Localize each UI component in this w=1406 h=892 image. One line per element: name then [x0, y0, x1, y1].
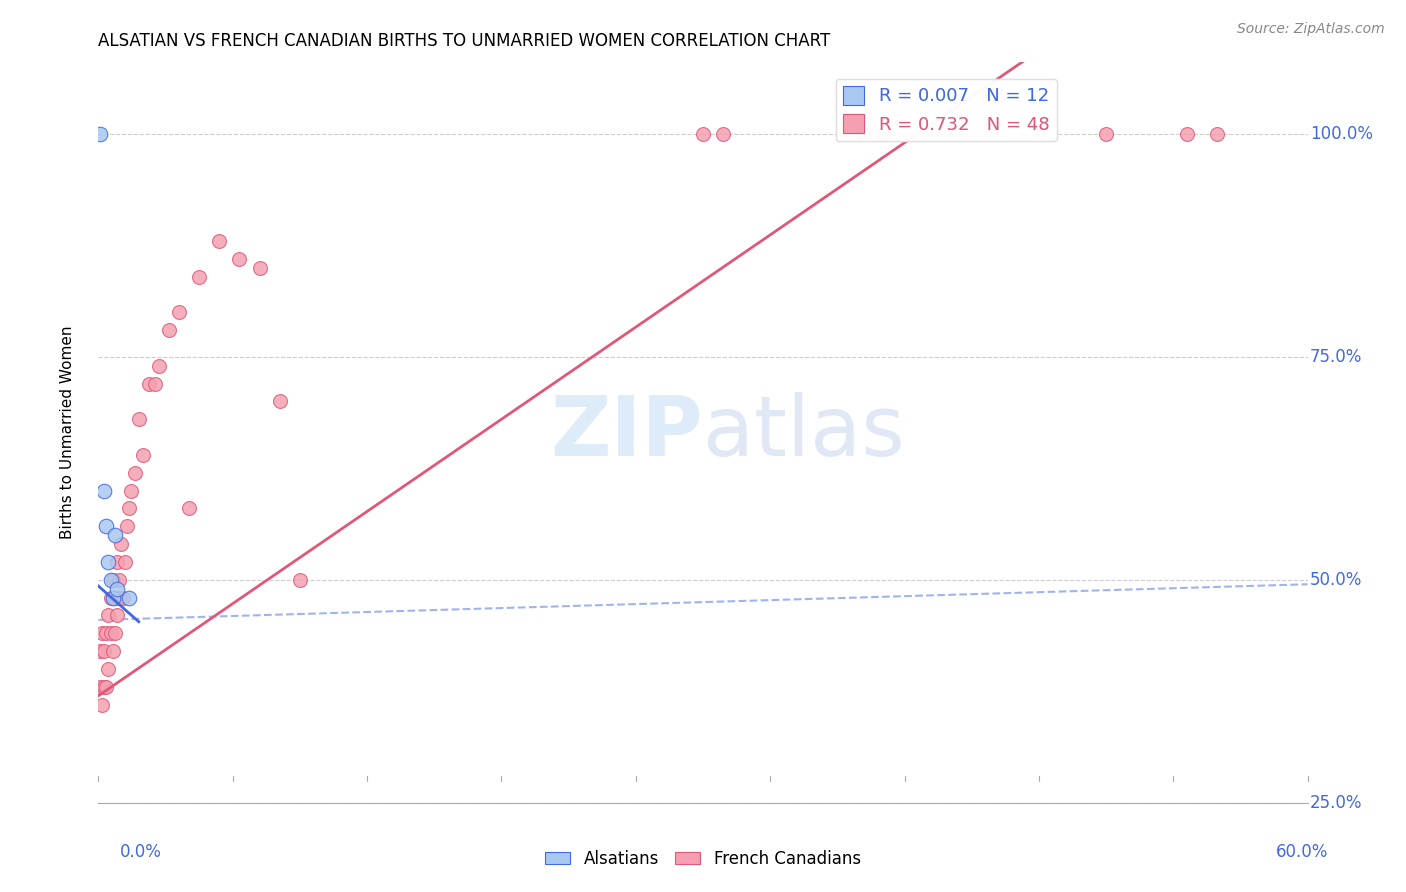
Point	[105, 582, 128, 596]
Text: 50.0%: 50.0%	[1310, 571, 1362, 589]
Point	[188, 269, 211, 284]
Point	[118, 501, 141, 516]
Point	[1206, 127, 1229, 141]
Point	[91, 698, 114, 712]
Y-axis label: Births to Unmarried Women: Births to Unmarried Women	[60, 326, 75, 540]
Text: ZIP: ZIP	[551, 392, 703, 473]
Point	[115, 519, 138, 533]
Point	[208, 234, 231, 248]
Point	[103, 528, 125, 542]
Point	[138, 376, 160, 391]
Point	[100, 626, 122, 640]
Text: Source: ZipAtlas.com: Source: ZipAtlas.com	[1237, 22, 1385, 37]
Point	[91, 626, 114, 640]
Point	[93, 644, 115, 658]
Text: 25.0%: 25.0%	[1310, 794, 1362, 812]
Point	[107, 573, 129, 587]
Point	[101, 573, 124, 587]
Point	[128, 412, 150, 426]
Point	[97, 608, 120, 623]
Text: 0.0%: 0.0%	[120, 843, 162, 861]
Point	[93, 483, 115, 498]
Point	[105, 555, 128, 569]
Point	[89, 644, 111, 658]
Point	[873, 127, 896, 141]
Point	[711, 127, 734, 141]
Point	[132, 448, 155, 462]
Point	[101, 644, 124, 658]
Point	[1175, 127, 1198, 141]
Point	[107, 591, 129, 605]
Point	[128, 885, 150, 892]
Point	[96, 519, 118, 533]
Point	[111, 591, 134, 605]
Point	[89, 127, 111, 141]
Point	[100, 591, 122, 605]
Point	[110, 537, 132, 551]
Point	[96, 680, 118, 694]
Point	[114, 555, 136, 569]
Point	[167, 305, 190, 319]
Text: 60.0%: 60.0%	[1277, 843, 1329, 861]
Point	[97, 662, 120, 676]
Point	[103, 626, 125, 640]
Point	[101, 591, 124, 605]
Point	[143, 376, 166, 391]
Point	[853, 127, 876, 141]
Legend: R = 0.007   N = 12, R = 0.732   N = 48: R = 0.007 N = 12, R = 0.732 N = 48	[835, 78, 1057, 141]
Text: 75.0%: 75.0%	[1310, 348, 1362, 366]
Point	[105, 608, 128, 623]
Point	[249, 260, 271, 275]
Point	[288, 573, 311, 587]
Point	[692, 127, 714, 141]
Point	[93, 680, 115, 694]
Point	[100, 573, 122, 587]
Point	[157, 323, 180, 337]
Text: ALSATIAN VS FRENCH CANADIAN BIRTHS TO UNMARRIED WOMEN CORRELATION CHART: ALSATIAN VS FRENCH CANADIAN BIRTHS TO UN…	[98, 32, 831, 50]
Point	[1095, 127, 1118, 141]
Text: atlas: atlas	[703, 392, 904, 473]
Point	[120, 483, 142, 498]
Point	[103, 591, 125, 605]
Point	[107, 840, 129, 855]
Point	[148, 359, 170, 373]
Point	[124, 466, 146, 480]
Point	[228, 252, 250, 266]
Point	[89, 680, 111, 694]
Point	[96, 626, 118, 640]
Text: 100.0%: 100.0%	[1310, 125, 1374, 143]
Point	[269, 394, 291, 409]
Point	[97, 555, 120, 569]
Point	[179, 501, 201, 516]
Point	[118, 591, 141, 605]
Legend: Alsatians, French Canadians: Alsatians, French Canadians	[538, 844, 868, 875]
